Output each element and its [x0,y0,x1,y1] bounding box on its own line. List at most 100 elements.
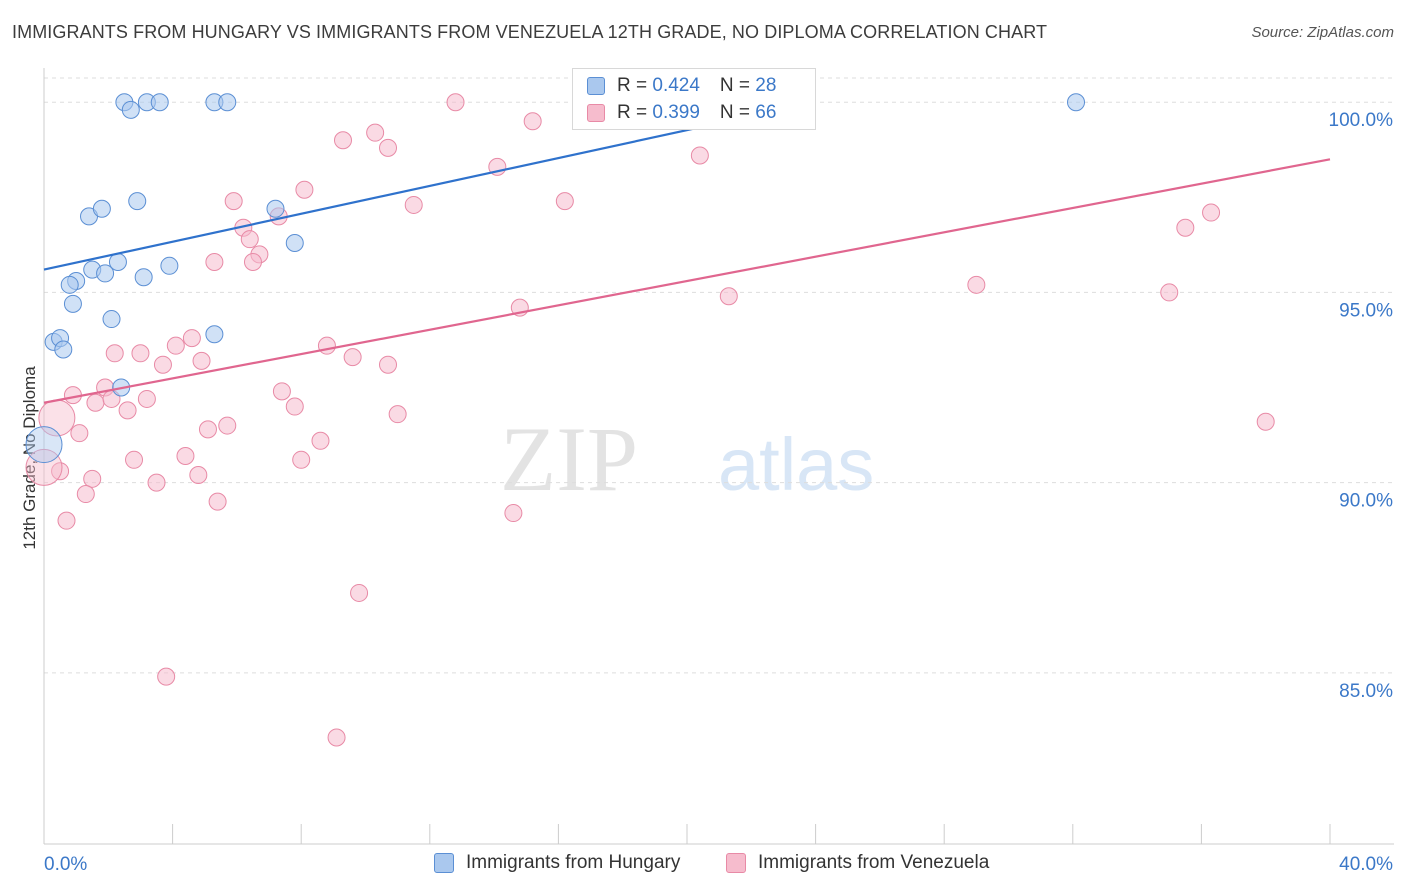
venezuela-point[interactable] [192,351,211,370]
venezuela-point[interactable] [224,192,243,211]
axes [43,68,1394,845]
venezuela-point[interactable] [105,344,124,363]
x-tick-label-max: 40.0% [1339,854,1393,875]
venezuela-point[interactable] [967,275,986,294]
venezuela-point[interactable] [76,485,95,504]
hungary-point[interactable] [266,199,285,218]
y-tick-label: 95.0% [1339,300,1393,321]
hungary-point[interactable] [54,340,73,359]
source-label: Source: ZipAtlas.com [1251,24,1394,41]
legend-venezuela-swatch [726,853,746,873]
venezuela-point[interactable] [388,405,407,424]
venezuela-point[interactable] [86,393,105,412]
y-tick-label: 85.0% [1339,681,1393,702]
hungary-point[interactable] [92,199,111,218]
venezuela-point[interactable] [504,504,523,523]
x-tick-labels: 0.0% 40.0% [44,854,1393,875]
venezuela-point[interactable] [690,146,709,165]
hungary-point[interactable] [102,310,121,329]
legend-hungary-swatch [434,853,454,873]
venezuela-point[interactable] [272,382,291,401]
hungary-point[interactable] [96,264,115,283]
venezuela-point[interactable] [153,355,172,374]
venezuela-point[interactable] [1202,203,1221,222]
venezuela-point[interactable] [70,424,89,443]
venezuela-r-label: R = [617,102,653,123]
hungary-point[interactable] [25,426,63,464]
venezuela-point[interactable] [343,348,362,367]
trend-lines [43,101,1331,404]
venezuela-point[interactable] [118,401,137,420]
y-tick-labels: 85.0% 90.0% 95.0% 100.0% [1329,110,1394,702]
y-tick-label: 100.0% [1329,110,1394,131]
venezuela-point[interactable] [555,192,574,211]
hungary-point[interactable] [150,93,169,112]
venezuela-point[interactable] [292,450,311,469]
hungary-point[interactable] [60,275,79,294]
venezuela-point[interactable] [1160,283,1179,302]
venezuela-point[interactable] [1176,218,1195,237]
venezuela-point[interactable] [166,336,185,355]
legend-row-hungary: R = 0.424 N = 28 [587,74,776,98]
venezuela-point[interactable] [205,253,224,271]
venezuela-point[interactable] [317,336,336,355]
hungary-trend-line [43,101,816,271]
venezuela-point[interactable] [379,138,398,157]
venezuela-point[interactable] [719,287,738,306]
hungary-n-label: N = [719,75,756,96]
venezuela-swatch [587,104,605,122]
venezuela-point[interactable] [327,728,346,747]
venezuela-point[interactable] [83,469,102,488]
venezuela-point[interactable] [57,511,76,530]
hungary-point[interactable] [121,100,140,119]
hungary-n-value: 28 [755,75,777,96]
legend-item-hungary[interactable]: Immigrants from Hungary [434,852,680,874]
hungary-point[interactable] [128,192,147,211]
venezuela-point[interactable] [147,473,166,492]
series-legend: Immigrants from Hungary Immigrants from … [0,852,1406,878]
venezuela-point[interactable] [243,253,262,271]
venezuela-point[interactable] [157,667,176,686]
hungary-point[interactable] [205,325,224,344]
venezuela-point[interactable] [131,344,150,363]
hungary-point[interactable] [160,256,179,275]
venezuela-point[interactable] [366,123,385,142]
hungary-point[interactable] [285,233,304,252]
venezuela-point[interactable] [189,466,208,485]
venezuela-n-label: N = [719,102,756,123]
venezuela-point[interactable] [295,180,314,199]
hungary-point[interactable] [134,268,153,287]
hungary-point[interactable] [1067,93,1086,112]
y-tick-label: 90.0% [1339,491,1393,512]
venezuela-point[interactable] [285,397,304,416]
hungary-swatch [587,77,605,95]
venezuela-point[interactable] [333,131,352,150]
legend-venezuela-label: Immigrants from Venezuela [758,852,990,873]
hungary-point[interactable] [63,294,82,313]
venezuela-trend-line [43,158,1331,404]
venezuela-point[interactable] [350,583,369,602]
venezuela-point[interactable] [182,329,201,348]
stats-legend: R = 0.424 N = 28 R = 0.399 N = 66 [572,68,816,130]
venezuela-point[interactable] [137,389,156,408]
venezuela-point[interactable] [218,416,237,435]
venezuela-point[interactable] [523,112,542,131]
venezuela-point[interactable] [379,355,398,374]
venezuela-point[interactable] [125,450,144,469]
venezuela-point[interactable] [208,492,227,511]
venezuela-point[interactable] [446,93,465,112]
venezuela-point[interactable] [404,195,423,214]
legend-item-venezuela[interactable]: Immigrants from Venezuela [726,852,989,874]
venezuela-point[interactable] [1256,412,1275,431]
venezuela-point[interactable] [176,447,195,465]
venezuela-points [25,93,1275,747]
venezuela-point[interactable] [51,462,70,481]
venezuela-point[interactable] [240,230,259,249]
venezuela-point[interactable] [311,431,330,450]
chart-title: IMMIGRANTS FROM HUNGARY VS IMMIGRANTS FR… [12,22,1048,42]
venezuela-point[interactable] [25,448,63,486]
venezuela-point[interactable] [198,420,217,439]
legend-row-venezuela: R = 0.399 N = 66 [587,101,776,125]
hungary-point[interactable] [218,93,237,112]
